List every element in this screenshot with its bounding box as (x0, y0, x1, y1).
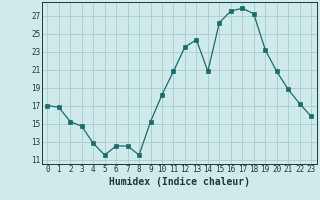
X-axis label: Humidex (Indice chaleur): Humidex (Indice chaleur) (109, 177, 250, 187)
